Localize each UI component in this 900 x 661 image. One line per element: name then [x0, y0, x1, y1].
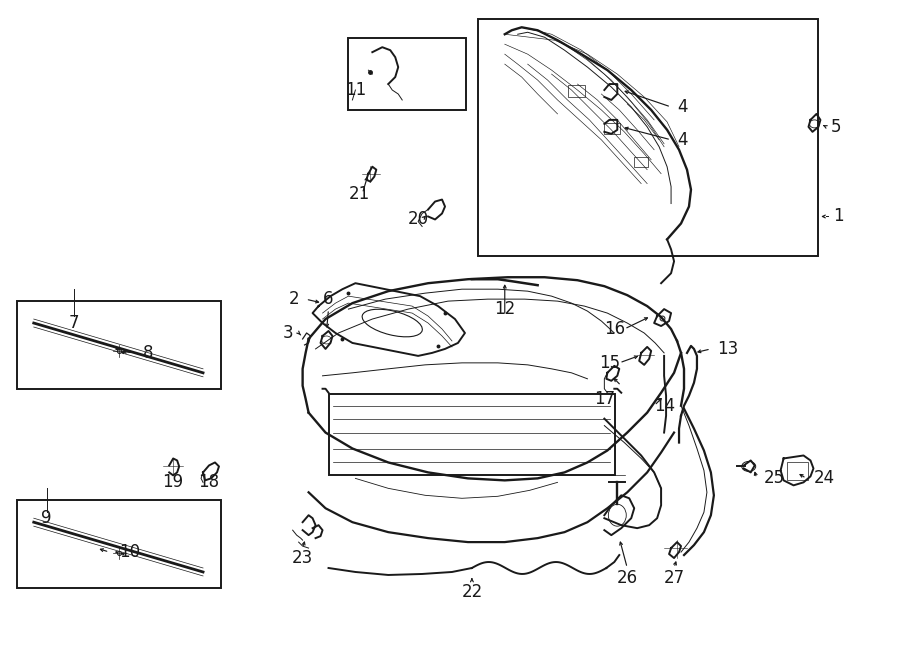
Text: 26: 26	[616, 569, 638, 587]
Text: 1: 1	[833, 208, 844, 225]
Text: 4: 4	[677, 98, 688, 116]
Text: 3: 3	[283, 324, 293, 342]
Bar	[604, 123, 620, 134]
Text: 6: 6	[323, 290, 334, 308]
Text: 13: 13	[717, 340, 738, 358]
Text: 2: 2	[289, 290, 300, 308]
Text: 21: 21	[348, 184, 370, 202]
Text: 16: 16	[604, 320, 626, 338]
Text: 23: 23	[292, 549, 313, 567]
Bar	[478, 19, 818, 256]
Text: 5: 5	[831, 118, 841, 136]
Text: 17: 17	[594, 390, 615, 408]
Bar	[17, 500, 221, 588]
Text: 4: 4	[677, 131, 688, 149]
Bar	[328, 394, 616, 475]
Text: 8: 8	[143, 344, 154, 362]
Bar	[17, 301, 221, 389]
Text: 14: 14	[654, 397, 675, 414]
Text: 27: 27	[663, 569, 685, 587]
Text: 20: 20	[409, 210, 429, 229]
Text: 19: 19	[163, 473, 184, 491]
Text: 7: 7	[68, 314, 79, 332]
Bar	[348, 38, 466, 110]
Text: 10: 10	[120, 543, 140, 561]
Text: 25: 25	[764, 469, 785, 487]
Text: 18: 18	[199, 473, 220, 491]
Bar	[568, 85, 585, 97]
Bar	[787, 463, 808, 481]
Text: 12: 12	[494, 300, 516, 318]
Text: 9: 9	[41, 509, 52, 527]
Text: 15: 15	[599, 354, 620, 372]
Text: 11: 11	[346, 81, 366, 99]
Text: 24: 24	[814, 469, 834, 487]
Bar	[634, 157, 648, 167]
Text: 22: 22	[462, 583, 482, 601]
